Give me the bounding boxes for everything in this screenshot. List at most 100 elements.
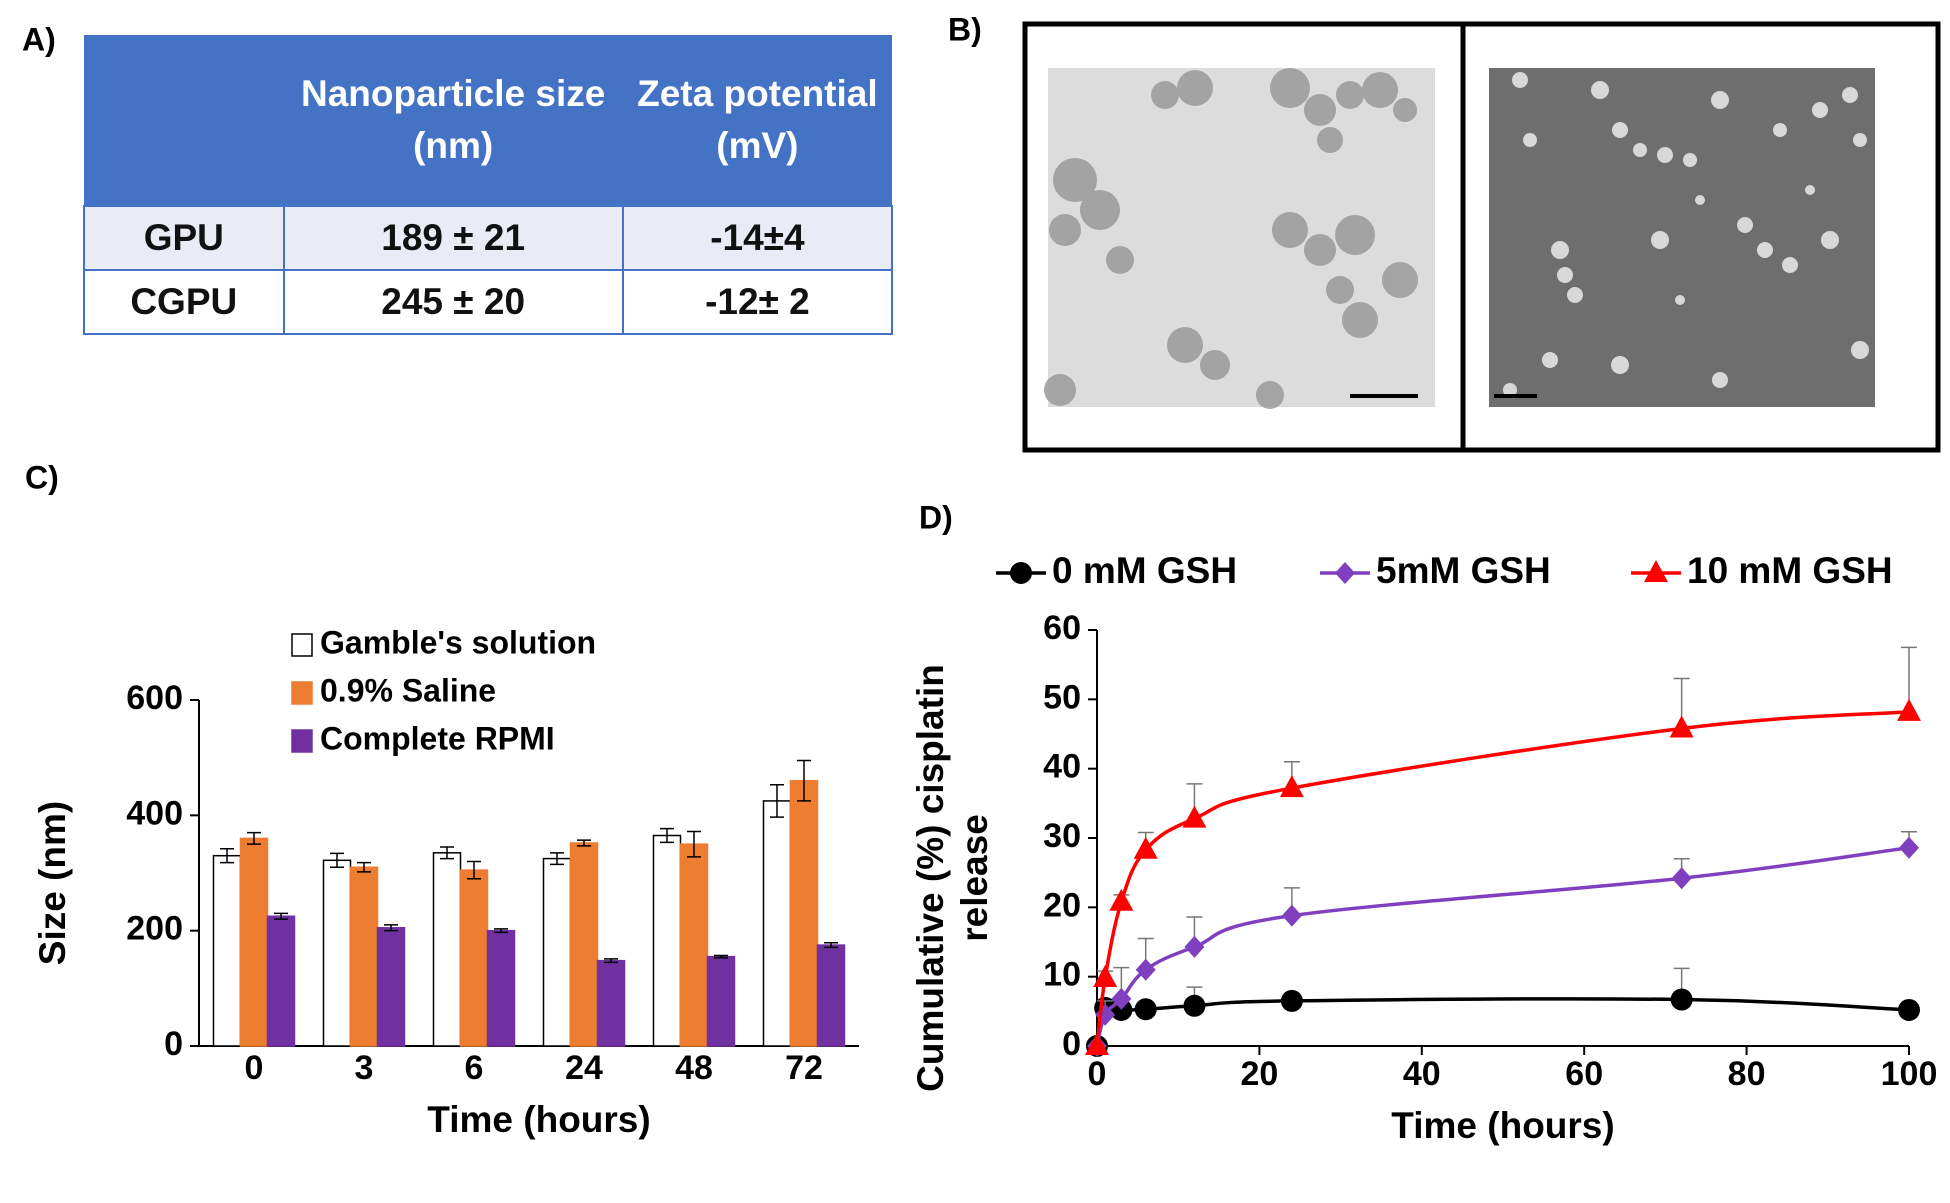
table-cell: GPU <box>83 205 285 271</box>
micrograph-panel <box>1022 21 1941 453</box>
legend-label: Gamble's solution <box>320 624 596 660</box>
error-bar <box>220 848 234 864</box>
y-tick-label: 400 <box>126 794 183 832</box>
bar <box>542 857 572 1047</box>
bar <box>569 842 599 1047</box>
data-table: Nanoparticle size (nm) Zeta potential (m… <box>83 35 894 335</box>
x-tick-label: 80 <box>1728 1055 1766 1093</box>
bar <box>349 866 379 1047</box>
legend-marker <box>1010 562 1032 584</box>
header-cell: Nanoparticle size (nm) <box>283 35 623 206</box>
y-tick-label: 10 <box>1043 956 1081 994</box>
bar <box>652 834 682 1047</box>
bar <box>762 800 792 1047</box>
bar <box>239 837 269 1047</box>
bar <box>459 869 489 1047</box>
marker <box>1671 867 1692 890</box>
y-axis-label: Cumulative (%) cisplatin <box>910 664 951 1092</box>
y-tick-label: 600 <box>126 679 183 717</box>
bar <box>376 927 406 1047</box>
series-line <box>1095 997 1910 1047</box>
marker <box>1669 715 1694 738</box>
panel-label: A) <box>22 21 56 57</box>
panel-label: D) <box>919 499 953 535</box>
error-bar <box>550 852 564 866</box>
x-tick-label: 100 <box>1881 1055 1938 1093</box>
error-bar <box>660 827 674 844</box>
marker <box>1897 698 1921 721</box>
bar <box>212 854 242 1047</box>
bar <box>266 915 296 1047</box>
legend-label: 5mM GSH <box>1376 550 1551 591</box>
panel-label: C) <box>25 459 59 495</box>
marker <box>1109 888 1134 911</box>
legend-label: 0 mM GSH <box>1052 550 1237 591</box>
bar <box>679 843 709 1047</box>
error-bar <box>797 759 811 802</box>
x-tick-label: 20 <box>1240 1055 1278 1093</box>
error-bar <box>577 839 591 847</box>
y-tick-label: 0 <box>1062 1025 1081 1063</box>
error-bar <box>824 942 838 949</box>
legend-label: Complete RPMI <box>320 720 555 756</box>
legend-swatch <box>291 681 313 705</box>
error-bar <box>330 852 344 868</box>
y-axis-label: Size (nm) <box>32 801 73 965</box>
error-bar <box>770 784 784 818</box>
legend-label: 0.9% Saline <box>320 672 496 708</box>
marker <box>1279 775 1304 798</box>
y-axis-label: release <box>954 814 995 942</box>
marker <box>1281 904 1302 927</box>
error-bar <box>604 958 618 964</box>
table-cell: -14±4 <box>621 205 894 271</box>
error-bar <box>440 846 454 860</box>
y-tick-label: 60 <box>1043 609 1081 647</box>
error-bar <box>247 831 261 845</box>
x-tick-label: 48 <box>675 1049 713 1087</box>
y-tick-label: 40 <box>1043 748 1081 786</box>
panel-label: B) <box>948 11 982 47</box>
marker <box>1085 1033 1109 1055</box>
table-row: CGPU 245 ± 20 -12± 2 <box>83 269 894 335</box>
table-cell: 189 ± 21 <box>282 205 624 271</box>
marker <box>1183 994 1206 1017</box>
marker <box>1135 958 1156 981</box>
legend-marker <box>1644 560 1668 582</box>
y-tick-label: 50 <box>1043 678 1081 716</box>
marker <box>1111 987 1132 1010</box>
bar <box>706 955 736 1047</box>
header-cell <box>84 35 284 206</box>
y-tick-label: 200 <box>126 910 183 948</box>
marker <box>1133 836 1158 859</box>
error-bar <box>274 912 288 920</box>
error-bar <box>384 924 398 932</box>
x-tick-label: 6 <box>465 1049 484 1087</box>
series-line <box>1095 710 1910 1047</box>
bar <box>596 959 626 1047</box>
legend-swatch <box>291 729 313 753</box>
legend-label: 10 mM GSH <box>1687 550 1893 591</box>
legend-marker <box>1335 562 1355 584</box>
x-tick-label: 72 <box>785 1049 823 1087</box>
x-tick-label: 40 <box>1403 1055 1441 1093</box>
marker <box>1280 989 1303 1012</box>
y-tick-label: 0 <box>164 1025 183 1063</box>
header-row: Nanoparticle size (nm) Zeta potential (m… <box>84 35 892 206</box>
x-axis-label: Time (hours) <box>1391 1105 1614 1146</box>
series-line <box>1095 845 1910 1047</box>
x-tick-label: 60 <box>1565 1055 1603 1093</box>
x-tick-label: 0 <box>245 1049 264 1087</box>
bar <box>789 779 819 1047</box>
marker <box>1134 998 1157 1021</box>
error-bar <box>467 860 481 880</box>
marker <box>1898 998 1920 1021</box>
x-tick-label: 0 <box>1088 1055 1107 1093</box>
header-cell: Zeta potential (mV) <box>622 35 892 206</box>
bar <box>486 929 516 1047</box>
error-bar <box>714 954 728 959</box>
bar <box>322 859 352 1047</box>
marker <box>1184 935 1205 958</box>
table-row: GPU 189 ± 21 -14±4 <box>83 205 894 271</box>
